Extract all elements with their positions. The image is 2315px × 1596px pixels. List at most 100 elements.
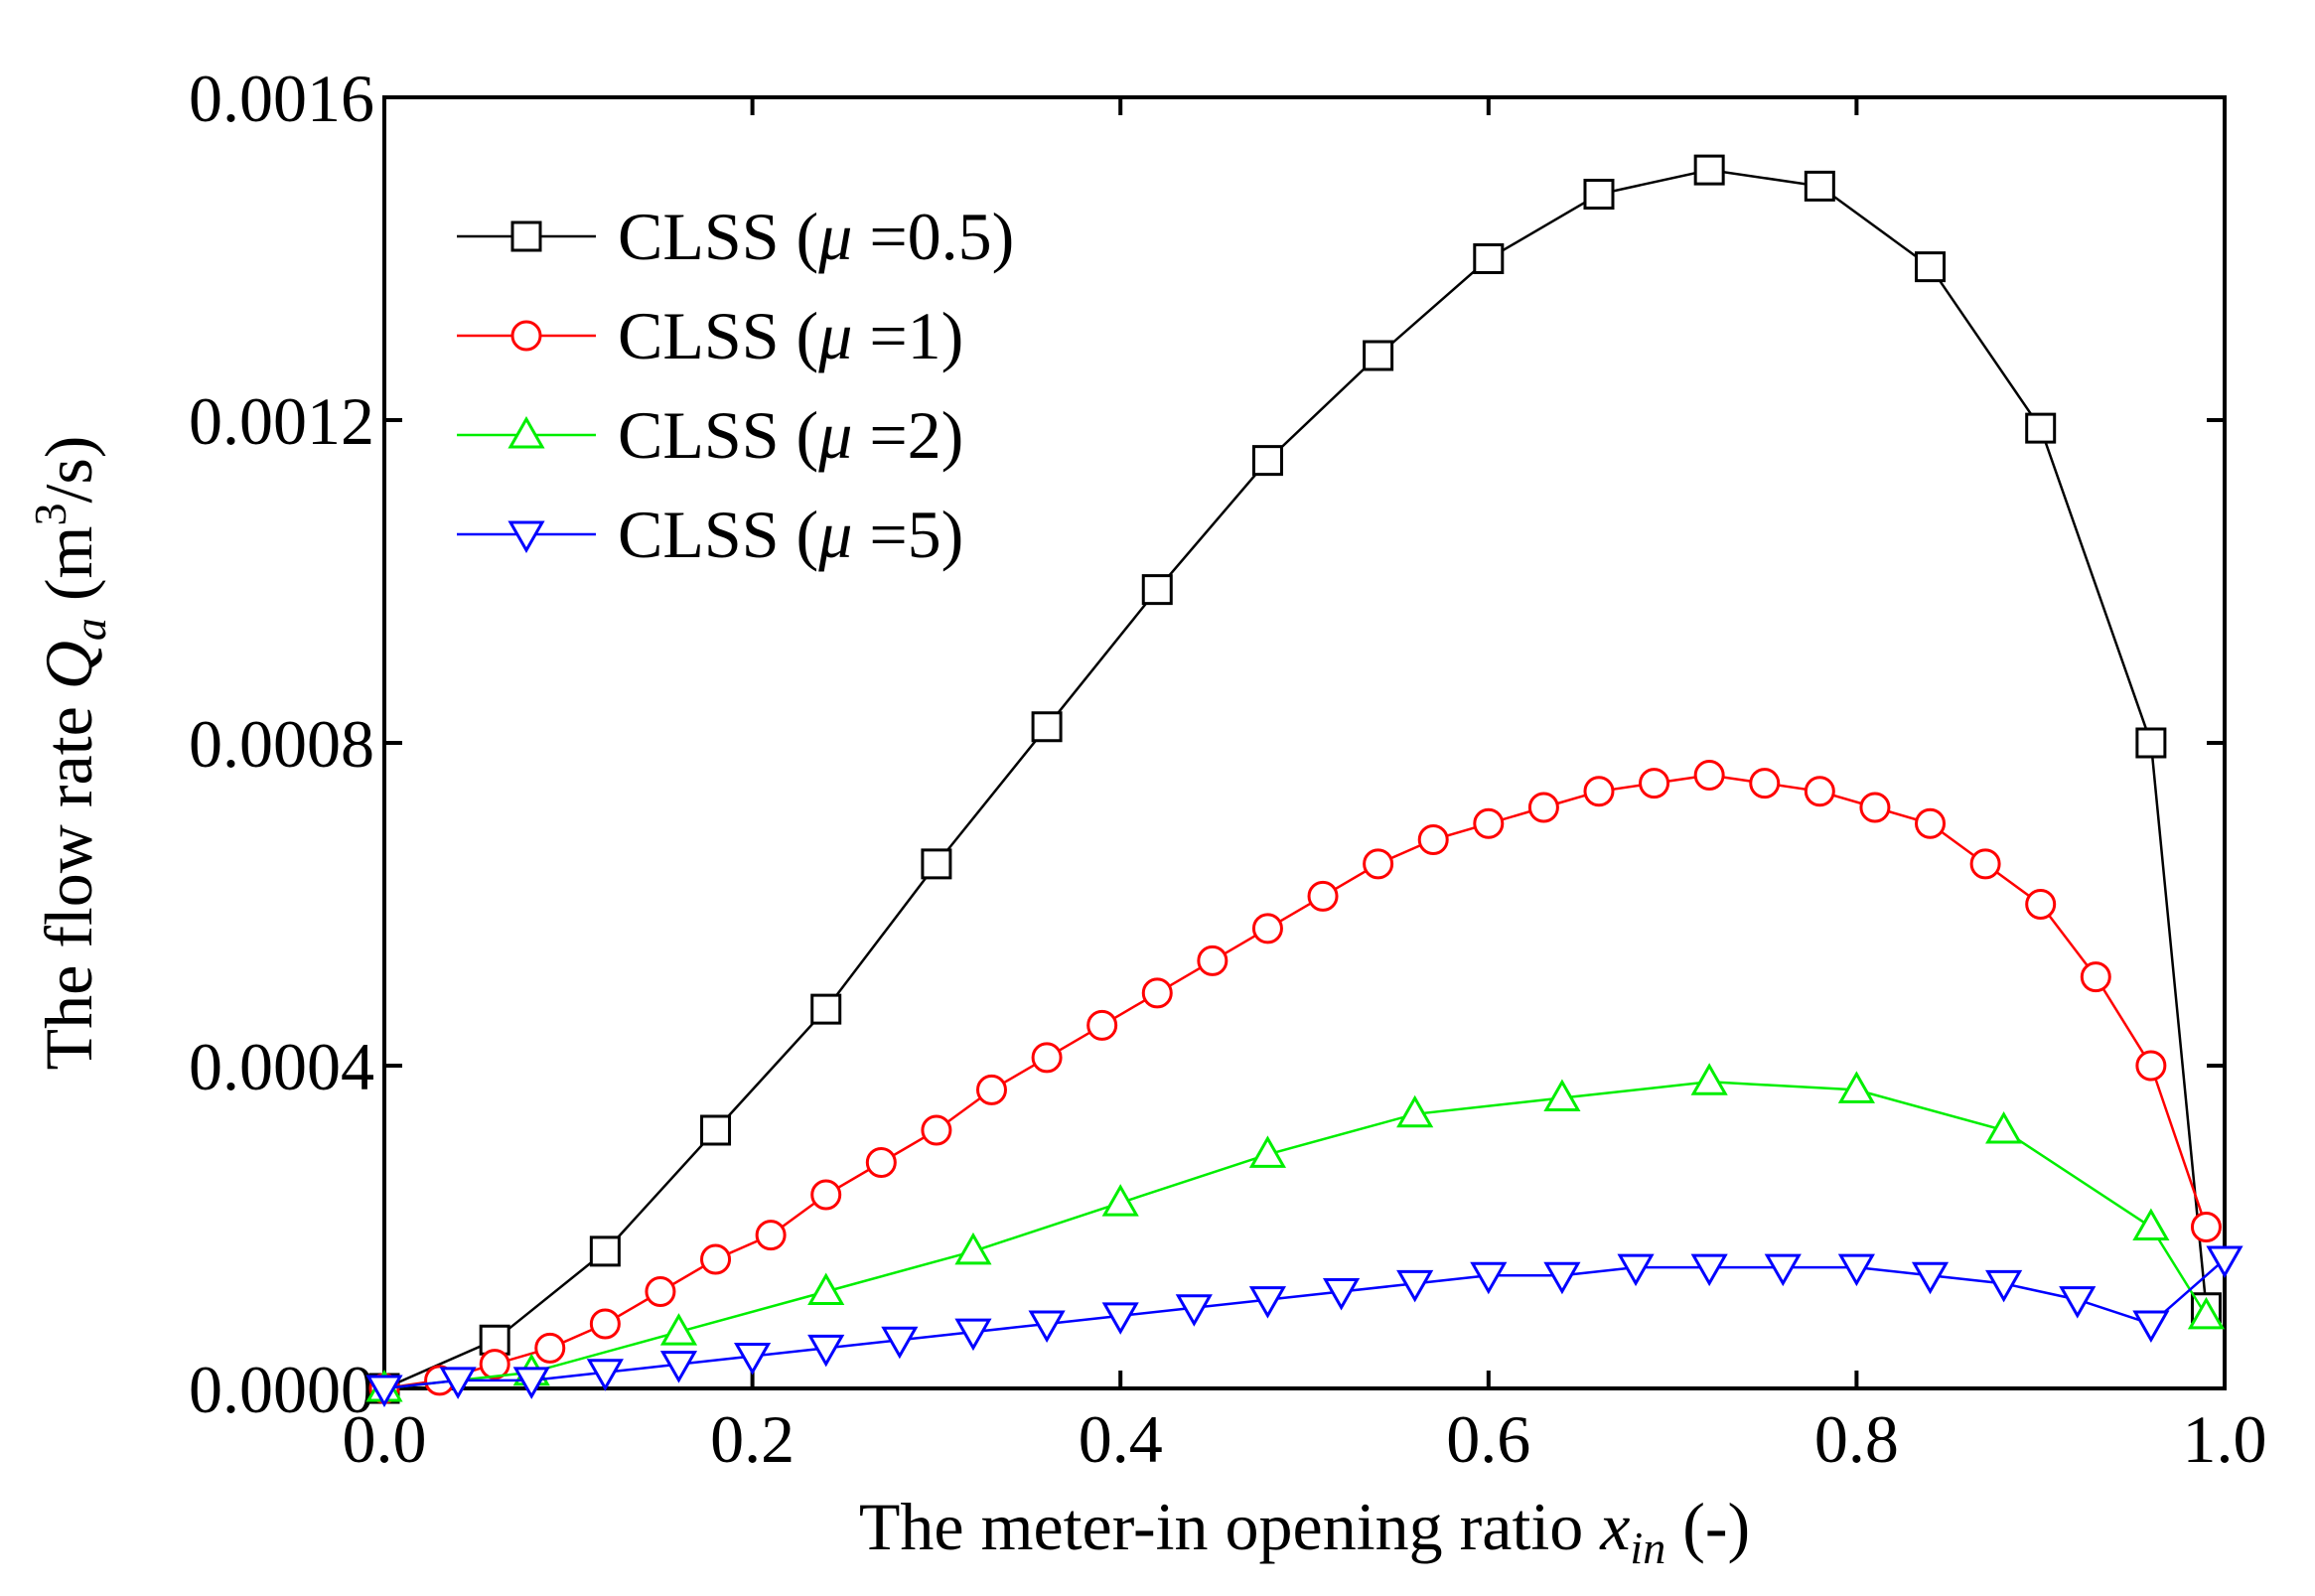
data-point bbox=[512, 1367, 550, 1399]
data-point bbox=[1859, 792, 1891, 823]
data-point bbox=[1543, 1079, 1581, 1111]
data-point bbox=[1583, 776, 1615, 807]
data-point bbox=[1031, 711, 1063, 743]
data-point bbox=[810, 1179, 842, 1211]
legend-label: CLSS (μ =5) bbox=[618, 497, 963, 572]
data-point bbox=[865, 1147, 897, 1178]
data-point bbox=[589, 1308, 621, 1340]
data-point bbox=[645, 1276, 676, 1307]
data-point bbox=[1911, 1261, 1950, 1295]
series-4 bbox=[365, 1245, 2243, 1408]
data-point bbox=[2135, 1050, 2167, 1082]
data-point bbox=[439, 1367, 477, 1399]
data-point bbox=[1749, 768, 1781, 799]
data-point bbox=[2025, 412, 2057, 444]
legend-label: CLSS (μ =2) bbox=[618, 397, 963, 473]
data-point bbox=[1396, 1094, 1434, 1128]
data-point bbox=[1141, 977, 1173, 1009]
data-point bbox=[1417, 824, 1449, 855]
data-point bbox=[1583, 179, 1615, 210]
data-point bbox=[700, 1114, 732, 1146]
data-point bbox=[1837, 1253, 1875, 1287]
data-point bbox=[1690, 1063, 1728, 1095]
data-point bbox=[1363, 848, 1394, 880]
series-line bbox=[383, 774, 2208, 1390]
series-1 bbox=[368, 154, 2222, 1404]
data-point bbox=[1031, 1042, 1063, 1074]
data-point bbox=[1804, 170, 1835, 202]
data-point bbox=[1764, 1253, 1802, 1287]
data-point bbox=[1470, 1261, 1508, 1295]
data-point bbox=[1197, 944, 1229, 976]
data-point bbox=[1248, 1135, 1287, 1168]
data-point bbox=[881, 1326, 919, 1360]
data-point bbox=[1639, 768, 1670, 799]
data-point bbox=[534, 1332, 566, 1364]
x-axis-title: The meter-in opening ratio xin (-) bbox=[859, 1489, 1750, 1573]
data-point bbox=[921, 1114, 952, 1146]
data-point bbox=[1028, 1310, 1066, 1344]
data-point bbox=[1527, 792, 1559, 823]
data-point bbox=[1086, 1009, 1118, 1041]
data-point bbox=[1307, 880, 1339, 912]
legend-swatch-marker bbox=[507, 520, 545, 554]
y-axis-title-sub: a bbox=[65, 618, 115, 641]
legend-swatch-marker bbox=[510, 320, 542, 352]
data-point bbox=[807, 1334, 845, 1368]
data-point bbox=[734, 1343, 772, 1376]
y-tick-label: 0.0004 bbox=[189, 1029, 374, 1104]
axis-ticks: 0.0 0.2 0.4 0.6 0.8 1.0 0.0000 0.0004 0.0008 0.00… bbox=[189, 61, 2267, 1477]
data-point bbox=[1985, 1269, 2023, 1303]
data-point bbox=[1251, 445, 1283, 477]
data-point bbox=[1322, 1278, 1361, 1311]
legend-swatch-marker bbox=[507, 415, 545, 449]
data-point bbox=[1985, 1110, 2023, 1144]
y-axis-title-var: Q bbox=[31, 641, 106, 689]
legend-label: CLSS (μ =0.5) bbox=[618, 199, 1014, 274]
legend-swatch-marker bbox=[510, 220, 542, 252]
x-axis-title-var: x bbox=[1599, 1489, 1630, 1564]
x-tick-label: 0.0 bbox=[343, 1401, 427, 1477]
legend-item: CLSS (μ =0.5) bbox=[457, 199, 1014, 274]
data-point bbox=[1251, 913, 1283, 944]
data-point bbox=[1837, 1071, 1875, 1103]
data-point bbox=[755, 1220, 787, 1251]
data-point bbox=[2190, 1212, 2222, 1242]
data-point bbox=[365, 1375, 403, 1408]
data-point bbox=[1617, 1253, 1655, 1287]
data-point bbox=[2059, 1286, 2097, 1319]
data-point bbox=[1693, 154, 1725, 186]
data-point bbox=[1396, 1269, 1434, 1303]
data-point bbox=[700, 1243, 732, 1275]
data-point bbox=[1473, 243, 1505, 274]
data-point bbox=[586, 1359, 624, 1391]
data-point bbox=[954, 1232, 992, 1265]
data-point bbox=[1175, 1294, 1213, 1327]
data-point bbox=[1690, 1253, 1728, 1287]
x-tick-label: 0.8 bbox=[1814, 1401, 1899, 1477]
legend-item: CLSS (μ =2) bbox=[457, 397, 963, 473]
data-point bbox=[1101, 1302, 1139, 1335]
data-point bbox=[921, 848, 952, 880]
data-point bbox=[954, 1318, 992, 1352]
y-tick-label: 0.0016 bbox=[189, 61, 374, 136]
x-axis-title-suffix: (-) bbox=[1665, 1489, 1750, 1564]
data-point bbox=[2025, 889, 2057, 920]
data-point bbox=[975, 1074, 1007, 1105]
data-point bbox=[2080, 961, 2111, 993]
y-axis-title-unit-pre: (m bbox=[31, 526, 106, 619]
y-axis-title-prefix: The flow rate bbox=[31, 689, 106, 1070]
data-point bbox=[1473, 807, 1505, 839]
data-point bbox=[2132, 1208, 2170, 1240]
data-point bbox=[1141, 574, 1173, 606]
data-point bbox=[1915, 251, 1947, 283]
data-point bbox=[479, 1349, 510, 1380]
data-point bbox=[2187, 1296, 2226, 1330]
data-point bbox=[2206, 1245, 2243, 1279]
data-point bbox=[1693, 760, 1725, 791]
y-axis-title-unit-post: /s) bbox=[31, 436, 106, 504]
y-axis-title: The flow rate Qa (m3/s) bbox=[25, 436, 115, 1071]
y-tick-label: 0.0008 bbox=[189, 706, 374, 782]
series-layer bbox=[365, 154, 2243, 1408]
